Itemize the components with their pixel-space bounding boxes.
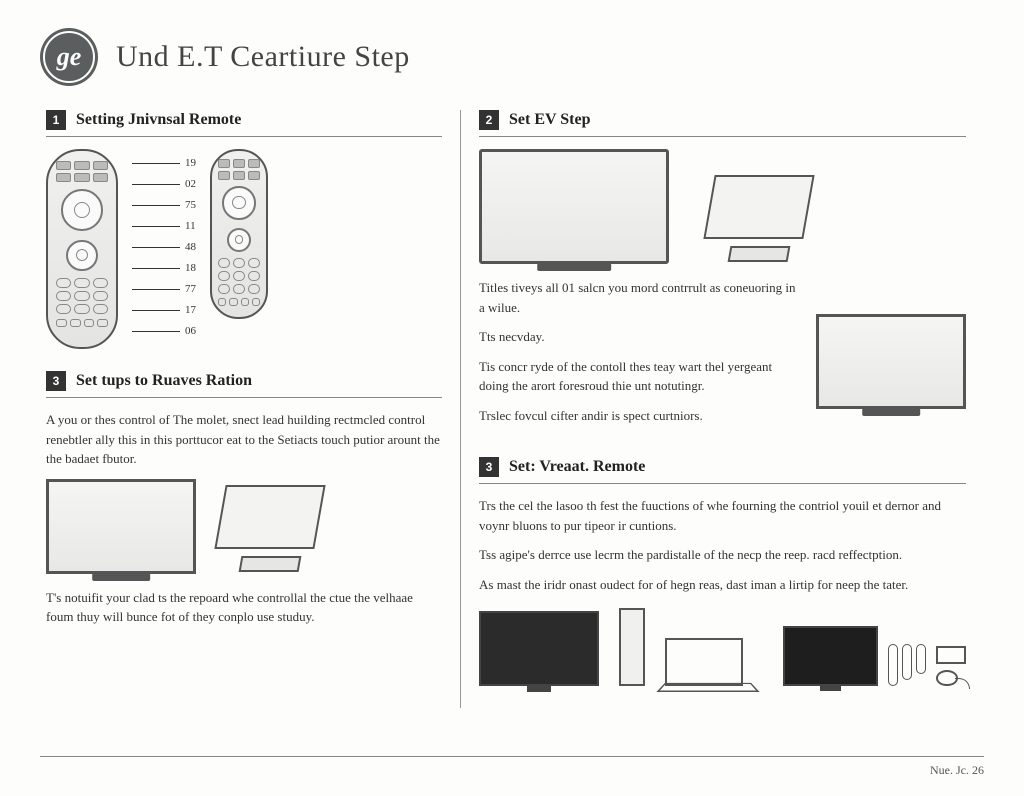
step-number: 2 <box>479 110 499 130</box>
section-2-body: Titles tiveys all 01 salcn you mord cont… <box>479 278 966 435</box>
section-3-head: 3 Set tups to Ruaves Ration <box>46 371 442 398</box>
callout-label: 75 <box>185 199 196 211</box>
page-title: Und E.T Ceartiure Step <box>116 40 410 74</box>
section-4: 3 Set: Vreaat. Remote Trs the cel the la… <box>479 457 966 686</box>
footer-text: Nue. Jc. 26 <box>930 763 984 777</box>
section-4-p1: Trs the cel the lasoo th fest the fuucti… <box>479 496 966 535</box>
section-3-illustration <box>46 479 442 574</box>
ge-logo-icon: ge <box>40 28 98 86</box>
section-3: 3 Set tups to Ruaves Ration A you or the… <box>46 371 442 627</box>
callout-label: 18 <box>185 262 196 274</box>
section-4-p2: Tss agipe's derrce use lecrm the pardist… <box>479 545 966 565</box>
section-1-title: Setting Jnivnsal Remote <box>76 111 241 129</box>
computer-setup-icon <box>479 608 743 686</box>
callout-label: 19 <box>185 157 196 169</box>
logo-text: ge <box>57 42 82 72</box>
remote-callouts: 19 02 75 11 48 18 77 17 06 <box>132 149 196 337</box>
section-2-p3: Tis concr ryde of the contoll thes teay … <box>479 357 800 396</box>
step-number: 3 <box>46 371 66 391</box>
section-3-p2: T's notuifit your clad ts the repoard wh… <box>46 588 442 627</box>
content-columns: 1 Setting Jnivnsal Remote 19 02 75 11 48 <box>40 110 984 708</box>
callout-label: 48 <box>185 241 196 253</box>
section-1: 1 Setting Jnivnsal Remote 19 02 75 11 48 <box>46 110 442 349</box>
callout-label: 11 <box>185 220 196 232</box>
remote-small-icon <box>210 149 268 319</box>
section-2-p1: Titles tiveys all 01 salcn you mord cont… <box>479 278 800 317</box>
step-number: 1 <box>46 110 66 130</box>
tv-setup-icon <box>783 626 966 686</box>
callout-label: 02 <box>185 178 196 190</box>
tv-iso-icon <box>699 169 819 264</box>
section-1-illustration: 19 02 75 11 48 18 77 17 06 <box>46 149 442 349</box>
callout-label: 17 <box>185 304 196 316</box>
callout-label: 06 <box>185 325 196 337</box>
remote-large-icon <box>46 149 118 349</box>
page-header: ge Und E.T Ceartiure Step <box>40 28 984 86</box>
section-1-head: 1 Setting Jnivnsal Remote <box>46 110 442 137</box>
page-footer: Nue. Jc. 26 <box>40 756 984 778</box>
tv-large-icon <box>479 149 669 264</box>
section-2-head: 2 Set EV Step <box>479 110 966 137</box>
section-4-head: 3 Set: Vreaat. Remote <box>479 457 966 484</box>
section-3-title: Set tups to Ruaves Ration <box>76 372 252 390</box>
section-4-title: Set: Vreaat. Remote <box>509 458 645 476</box>
section-4-p3: As mast the iridr onast oudect for of he… <box>479 575 966 595</box>
tv-front-icon <box>46 479 196 574</box>
section-2-p4: Trslec fovcul cifter andir is spect curt… <box>479 406 800 426</box>
section-2-illustration-top <box>479 149 966 264</box>
right-column: 2 Set EV Step Titles tiveys all 01 salcn… <box>460 110 984 708</box>
section-4-illustration <box>479 608 966 686</box>
tv-medium-icon <box>816 314 966 409</box>
callout-label: 77 <box>185 283 196 295</box>
section-2: 2 Set EV Step Titles tiveys all 01 salcn… <box>479 110 966 435</box>
step-number: 3 <box>479 457 499 477</box>
tv-iso-icon <box>210 479 330 574</box>
left-column: 1 Setting Jnivnsal Remote 19 02 75 11 48 <box>40 110 460 708</box>
section-3-p1: A you or thes control of The molet, snec… <box>46 410 442 469</box>
section-2-title: Set EV Step <box>509 111 591 129</box>
section-2-p2: Tts necvday. <box>479 327 800 347</box>
